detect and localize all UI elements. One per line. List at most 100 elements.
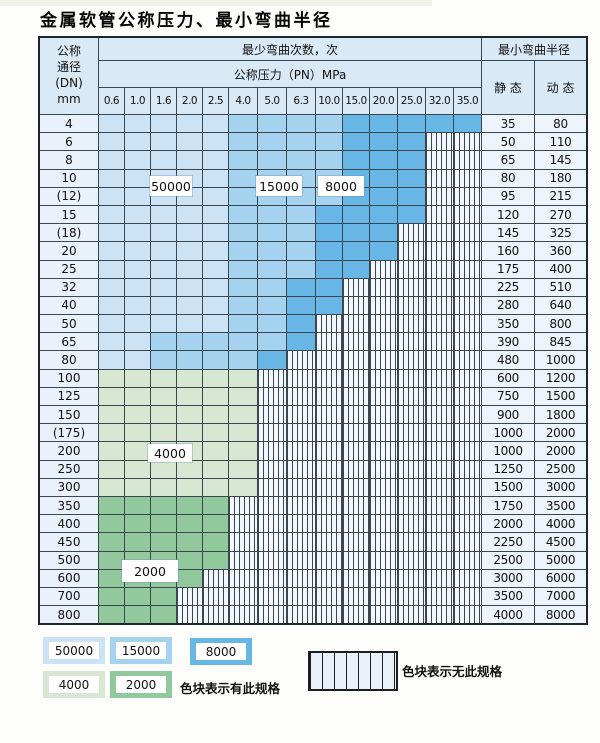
spec-cell — [177, 533, 202, 551]
spec-cell — [229, 478, 257, 496]
spec-cell — [203, 424, 228, 442]
legend-color-box-label: 8000 — [196, 643, 246, 660]
dynamic-value: 110 — [535, 133, 586, 151]
spec-cell — [99, 587, 124, 606]
spec-cell — [370, 151, 397, 169]
pressure-col-header: 4.0 — [229, 88, 257, 114]
no-spec-cell — [370, 296, 397, 315]
no-spec-cell — [398, 351, 425, 369]
spec-cell — [287, 260, 315, 278]
no-spec-cell — [343, 515, 369, 533]
no-spec-cell — [316, 515, 342, 533]
no-spec-cell — [287, 569, 315, 587]
static-value: 390 — [482, 333, 534, 351]
pressure-col-header: 1.6 — [151, 88, 176, 114]
static-value: 1000 — [482, 442, 534, 460]
no-spec-cell — [454, 424, 481, 442]
spec-cell — [343, 260, 369, 278]
no-spec-cell — [177, 606, 202, 624]
dn-label: 65 — [40, 333, 98, 351]
pressure-col-header: 32.0 — [426, 88, 453, 114]
dn-label: 25 — [40, 260, 98, 278]
static-value: 1750 — [482, 496, 534, 515]
static-value: 3000 — [482, 569, 534, 587]
spec-cell — [203, 387, 228, 405]
dn-label: 32 — [40, 278, 98, 296]
spec-cell — [229, 133, 257, 151]
no-spec-cell — [343, 496, 369, 515]
spec-cell — [203, 478, 228, 496]
no-spec-cell — [454, 442, 481, 460]
dn-column-header-line: 通径 — [56, 60, 81, 75]
no-spec-cell — [343, 478, 369, 496]
spec-cell — [229, 260, 257, 278]
spec-cell — [203, 187, 228, 205]
static-value: 145 — [482, 224, 534, 242]
dynamic-header: 动 态 — [535, 61, 586, 114]
pressure-col-header: 6.3 — [287, 88, 315, 114]
no-spec-cell — [398, 496, 425, 515]
spec-cell — [177, 333, 202, 351]
spec-cell — [99, 387, 124, 405]
static-value: 65 — [482, 151, 534, 169]
dynamic-value: 845 — [535, 333, 586, 351]
spec-cell — [258, 296, 286, 315]
no-spec-cell — [426, 496, 453, 515]
spec-cell — [229, 205, 257, 224]
spec-cell — [229, 278, 257, 296]
no-spec-cell — [203, 587, 228, 606]
dynamic-value: 2500 — [535, 460, 586, 478]
no-spec-cell — [426, 315, 453, 333]
no-spec-cell — [426, 533, 453, 551]
spec-cell — [258, 351, 286, 369]
spec-cell — [229, 460, 257, 478]
dn-label: (12) — [40, 187, 98, 205]
no-spec-cell — [370, 478, 397, 496]
pressure-col-header: 2.0 — [177, 88, 202, 114]
no-spec-cell — [258, 424, 286, 442]
dn-label: 15 — [40, 205, 98, 224]
spec-cell — [151, 260, 176, 278]
spec-cell — [99, 315, 124, 333]
no-spec-cell — [426, 296, 453, 315]
no-spec-cell — [426, 205, 453, 224]
spec-cell — [125, 460, 150, 478]
spec-cell — [258, 260, 286, 278]
no-spec-cell — [426, 351, 453, 369]
no-spec-cell — [316, 478, 342, 496]
no-spec-cell — [316, 333, 342, 351]
spec-cell — [151, 205, 176, 224]
spec-cell — [99, 296, 124, 315]
static-value: 1000 — [482, 424, 534, 442]
spec-cell — [203, 151, 228, 169]
no-spec-cell — [343, 369, 369, 387]
static-value: 750 — [482, 387, 534, 405]
no-spec-cell — [426, 569, 453, 587]
spec-cell — [287, 115, 315, 133]
no-spec-cell — [287, 533, 315, 551]
spec-cell — [287, 133, 315, 151]
legend-no-spec-text: 色块表示无此规格 — [402, 664, 503, 679]
no-spec-cell — [370, 569, 397, 587]
spec-cell — [229, 224, 257, 242]
dn-label: 150 — [40, 406, 98, 424]
spec-cell — [316, 242, 342, 260]
pressure-col-header: 5.0 — [258, 88, 286, 114]
spec-cell — [229, 424, 257, 442]
no-spec-cell — [426, 242, 453, 260]
dynamic-value: 2000 — [535, 442, 586, 460]
spec-cell — [343, 205, 369, 224]
static-value: 280 — [482, 296, 534, 315]
no-spec-cell — [258, 442, 286, 460]
static-value: 4000 — [482, 606, 534, 624]
spec-cell — [151, 387, 176, 405]
spec-cell — [258, 278, 286, 296]
no-spec-cell — [287, 387, 315, 405]
spec-cell — [316, 278, 342, 296]
spec-cell — [343, 242, 369, 260]
dn-label: 100 — [40, 369, 98, 387]
dn-label: 6 — [40, 133, 98, 151]
no-spec-cell — [398, 551, 425, 569]
spec-cell — [125, 187, 150, 205]
spec-cell — [343, 115, 369, 133]
